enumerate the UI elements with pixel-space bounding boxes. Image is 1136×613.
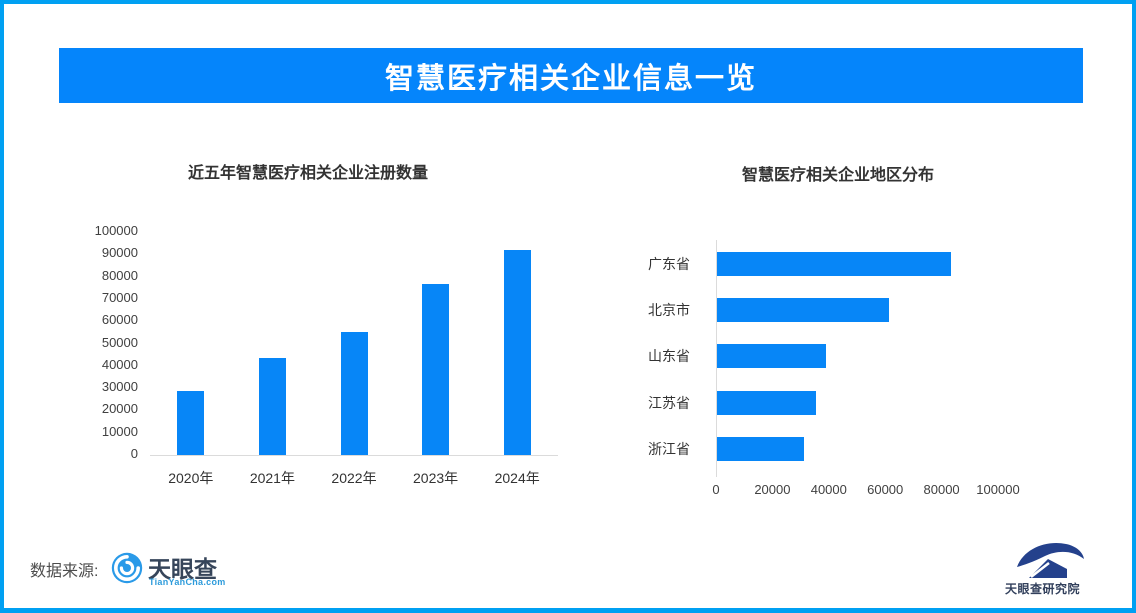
x-axis-category-label: 2021年 [249,470,295,486]
x-axis-line [150,455,558,456]
x-axis-category-label: 2020年 [168,470,214,486]
bar [503,250,531,455]
y-tick-label: 80000 [101,267,138,283]
banner: 智慧医疗相关企业信息一览 [59,48,1083,103]
y-tick-label: 40000 [101,356,138,372]
x-tick-label: 20000 [754,482,791,497]
bar [258,357,286,455]
x-tick-label: 100000 [976,482,1020,497]
bar [422,283,450,455]
bar [717,298,890,323]
y-tick-label: 70000 [101,289,138,305]
bar [717,390,816,415]
category-label: 广东省 [648,256,690,272]
tianyancha-logo-domain: TianYanCha.com [149,577,226,587]
category-label: 浙江省 [648,440,690,457]
bar [717,344,826,369]
category-label: 山东省 [648,348,690,365]
page-title: 智慧医疗相关企业信息一览 [384,62,757,95]
x-axis-category-label: 2022年 [331,470,377,486]
y-tick-label: 30000 [101,379,138,395]
category-label: 北京市 [648,302,690,319]
research-institute-logo-icon [1014,540,1088,585]
y-tick-label: 90000 [101,245,138,261]
chart-title: 近五年智慧医疗相关企业注册数量 [187,165,428,182]
y-tick-label: 60000 [101,312,138,328]
x-tick-label: 0 [712,482,720,497]
x-axis-category-label: 2024年 [494,470,540,486]
y-tick-label: 0 [130,446,138,461]
bar [717,252,952,276]
tianyancha-logo-icon [111,552,143,589]
chart-title: 智慧医疗相关企业地区分布 [741,167,934,184]
bar [717,436,805,461]
y-tick-label: 50000 [101,334,138,350]
y-axis-line [716,240,717,477]
x-tick-label: 80000 [923,482,960,497]
y-tick-label: 20000 [101,401,138,417]
bar [340,331,368,455]
bar [177,391,205,455]
category-label: 江苏省 [648,394,690,411]
x-axis-category-label: 2023年 [413,470,459,486]
x-tick-label: 60000 [867,482,904,497]
tianyancha-logo-text: 天眼查 [148,556,217,582]
x-tick-label: 40000 [810,482,847,497]
research-institute-logo-text: 天眼查研究院 [1005,582,1081,596]
data-source-label: 数据来源: [30,563,99,580]
y-tick-label: 10000 [101,423,138,439]
y-tick-label: 100000 [94,223,138,238]
